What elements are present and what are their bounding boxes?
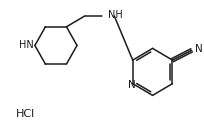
Text: HCl: HCl	[16, 109, 35, 119]
Text: HN: HN	[19, 40, 33, 50]
Text: NH: NH	[107, 10, 122, 20]
Text: N: N	[127, 80, 135, 90]
Text: N: N	[194, 44, 202, 54]
